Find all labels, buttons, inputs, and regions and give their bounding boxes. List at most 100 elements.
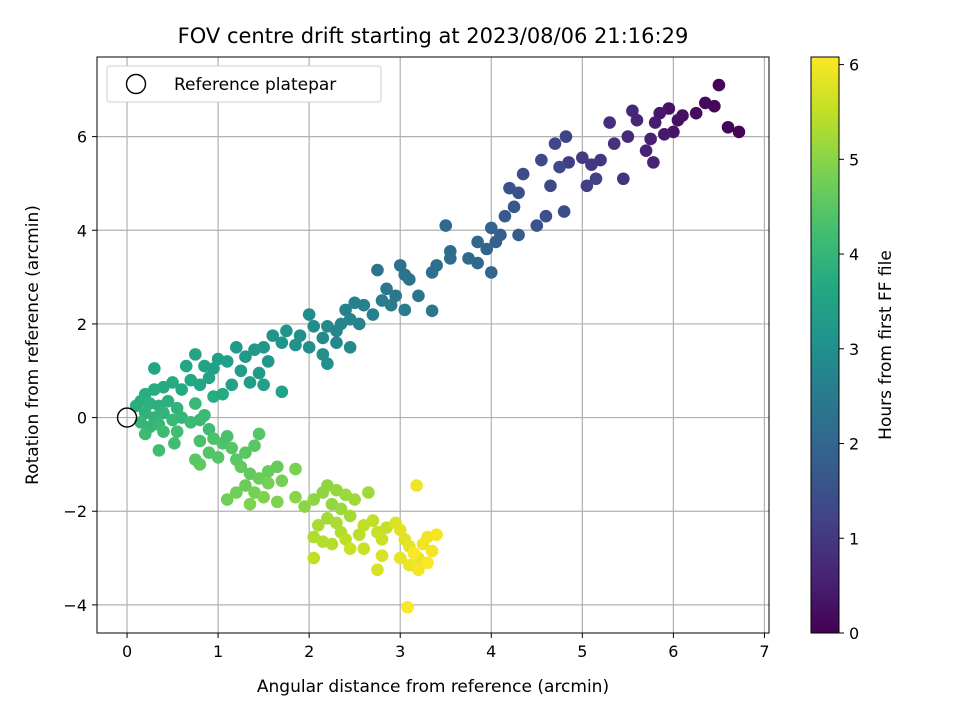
- data-point: [343, 542, 357, 556]
- y-tick-label: 4: [77, 221, 87, 240]
- x-tick-label: 5: [577, 642, 587, 661]
- legend-box: [106, 65, 382, 103]
- colorbar-gradient: [810, 56, 840, 634]
- y-tick-label: 6: [77, 128, 87, 147]
- x-tick-label: 1: [213, 642, 223, 661]
- data-point: [512, 228, 525, 242]
- data-points: [116, 78, 746, 614]
- data-point: [280, 324, 293, 338]
- data-point: [230, 486, 243, 499]
- data-point: [339, 303, 352, 317]
- data-point: [603, 116, 616, 129]
- plot-frame: [96, 56, 770, 634]
- data-point: [421, 556, 434, 570]
- data-point: [393, 551, 407, 565]
- data-point: [179, 359, 193, 373]
- colorbar-tick-label: 2: [849, 435, 859, 454]
- data-point: [539, 209, 553, 223]
- data-point: [257, 490, 270, 504]
- data-point: [516, 167, 530, 181]
- data-point: [362, 486, 375, 499]
- data-point: [170, 425, 184, 438]
- data-point: [248, 343, 261, 356]
- data-point: [234, 364, 248, 378]
- data-point: [425, 544, 439, 558]
- data-point: [462, 252, 475, 265]
- data-point: [398, 303, 412, 317]
- data-point: [559, 130, 573, 143]
- data-point: [307, 319, 321, 333]
- data-point: [480, 242, 494, 256]
- data-point: [393, 523, 407, 537]
- data-point: [343, 341, 357, 354]
- data-point: [302, 308, 316, 321]
- data-point: [189, 397, 202, 410]
- data-point: [339, 533, 352, 546]
- colorbar-tick-label: 1: [849, 529, 859, 548]
- data-point: [721, 120, 735, 134]
- data-point: [580, 179, 594, 193]
- axis-ticks: 0 1 2 3 4 5 6 7 −4 −2 0 2 4 6: [63, 128, 769, 661]
- data-point: [503, 181, 516, 195]
- data-point: [375, 549, 389, 563]
- data-point: [366, 308, 380, 321]
- legend-marker-reference: [125, 73, 147, 95]
- data-point: [401, 600, 414, 614]
- data-point: [647, 156, 660, 169]
- data-point: [530, 219, 544, 232]
- y-tick-label: −2: [63, 502, 87, 521]
- data-point: [289, 490, 302, 504]
- colorbar-tick-label: 3: [849, 340, 859, 359]
- data-point: [275, 385, 289, 399]
- data-point: [293, 329, 307, 342]
- colorbar: 0 1 2 3 4 5 6 Hours from first FF file: [810, 56, 896, 643]
- data-point: [544, 179, 557, 193]
- data-point: [343, 509, 357, 523]
- data-point: [316, 331, 330, 345]
- data-point: [198, 359, 211, 373]
- colorbar-label: Hours from first FF file: [876, 250, 896, 440]
- data-point: [275, 474, 289, 488]
- data-point: [380, 282, 393, 296]
- data-point: [148, 362, 161, 375]
- data-point: [225, 378, 239, 392]
- reference-platepar-marker: [116, 407, 138, 428]
- data-point: [234, 460, 248, 474]
- data-point: [157, 425, 170, 438]
- data-point: [189, 453, 202, 467]
- data-point: [430, 528, 443, 541]
- data-point: [330, 516, 343, 530]
- data-point: [444, 245, 457, 258]
- data-point: [168, 437, 181, 450]
- data-point: [330, 336, 343, 349]
- data-point: [239, 479, 252, 492]
- data-point: [321, 357, 334, 371]
- data-point: [184, 373, 198, 387]
- data-point: [211, 451, 225, 464]
- data-point: [607, 137, 621, 150]
- x-tick-label: 4: [486, 642, 496, 661]
- data-point: [239, 446, 252, 460]
- x-tick-label: 0: [122, 642, 132, 661]
- data-point: [316, 348, 330, 361]
- colorbar-tick-label: 4: [849, 245, 859, 264]
- data-point: [170, 401, 184, 415]
- data-point: [261, 355, 275, 368]
- data-point: [548, 137, 562, 150]
- data-point: [270, 460, 284, 474]
- data-point: [375, 294, 389, 307]
- data-point: [248, 439, 261, 452]
- data-point: [357, 542, 371, 556]
- data-point: [439, 219, 453, 232]
- data-point: [220, 430, 234, 443]
- data-point: [161, 394, 175, 408]
- data-point: [266, 329, 280, 342]
- data-point: [289, 462, 302, 476]
- data-point: [621, 130, 635, 143]
- data-point: [425, 304, 439, 318]
- legend: Reference platepar: [106, 65, 382, 103]
- data-point: [653, 106, 667, 120]
- data-point: [371, 563, 384, 577]
- data-point: [302, 341, 316, 354]
